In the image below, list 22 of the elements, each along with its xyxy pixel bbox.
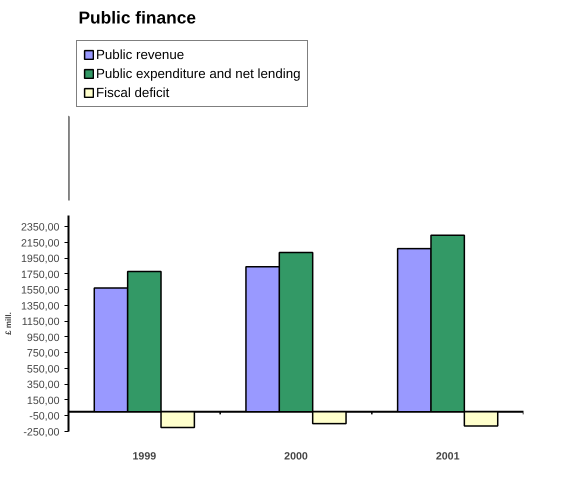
legend-label: Public revenue xyxy=(96,47,184,62)
y-tick-label: 550,00 xyxy=(26,363,60,376)
y-tick-label: 1750,00 xyxy=(20,268,60,281)
x-tick-label: 2000 xyxy=(284,450,308,462)
legend-label: Fiscal deficit xyxy=(96,85,170,100)
y-tick-label: -50,00 xyxy=(29,410,60,423)
y-tick-label: 2150,00 xyxy=(20,237,60,250)
y-tick-label: 1350,00 xyxy=(20,300,60,312)
y-axis-title: £ mill. xyxy=(4,312,13,335)
x-tick-label: 2001 xyxy=(436,450,460,462)
y-tick-label: 750,00 xyxy=(26,348,60,360)
y-tick-label: 1550,00 xyxy=(20,284,60,297)
legend-label: Public expenditure and net lending xyxy=(96,66,301,81)
y-tick-label: 950,00 xyxy=(26,332,60,344)
y-tick-label: 1150,00 xyxy=(22,316,60,328)
y-tick-label: 1950,00 xyxy=(20,253,60,266)
y-tick-label: 2350,00 xyxy=(20,222,60,234)
chart-title: Public finance xyxy=(78,8,196,28)
y-tick-label: 150,00 xyxy=(26,394,60,407)
y-tick-label: 350,00 xyxy=(26,379,60,392)
y-tick-label: -250,00 xyxy=(23,426,60,438)
x-tick-label: 1999 xyxy=(132,450,156,462)
